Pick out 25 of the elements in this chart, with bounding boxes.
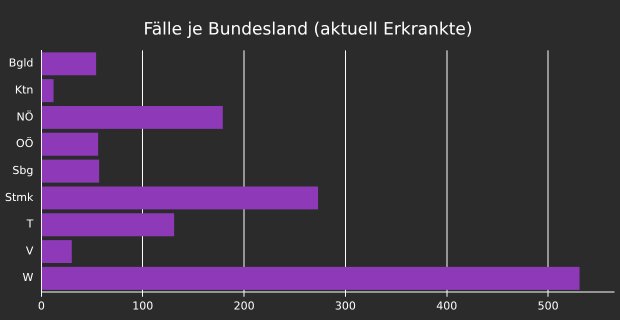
x-tick-label: 300 (334, 299, 356, 312)
bar (42, 266, 580, 290)
bar (42, 186, 318, 210)
bar (42, 160, 100, 183)
y-tick-label: Bgld (8, 56, 34, 70)
y-tick-label: NÖ (16, 109, 34, 124)
y-tick-label: T (26, 218, 34, 231)
y-tick-label: OÖ (16, 136, 34, 150)
bar (42, 240, 72, 264)
y-tick-label: Stmk (4, 190, 34, 204)
bar (42, 106, 223, 129)
bar (42, 79, 54, 102)
chart-title: Fälle je Bundesland (aktuell Erkrankte) (144, 20, 472, 40)
y-tick-label: V (26, 244, 34, 258)
bar (42, 132, 98, 156)
x-tick-label: 200 (234, 299, 255, 312)
y-tick-label: W (22, 271, 34, 284)
bar (42, 52, 96, 76)
x-tick-label: 500 (538, 299, 559, 312)
x-tick-label: 400 (436, 299, 458, 312)
x-tick-label: 100 (132, 299, 154, 312)
y-tick-label: Sbg (12, 164, 34, 177)
y-tick-label: Ktn (14, 83, 34, 96)
bar (42, 213, 174, 236)
x-tick-label: 0 (38, 299, 45, 312)
